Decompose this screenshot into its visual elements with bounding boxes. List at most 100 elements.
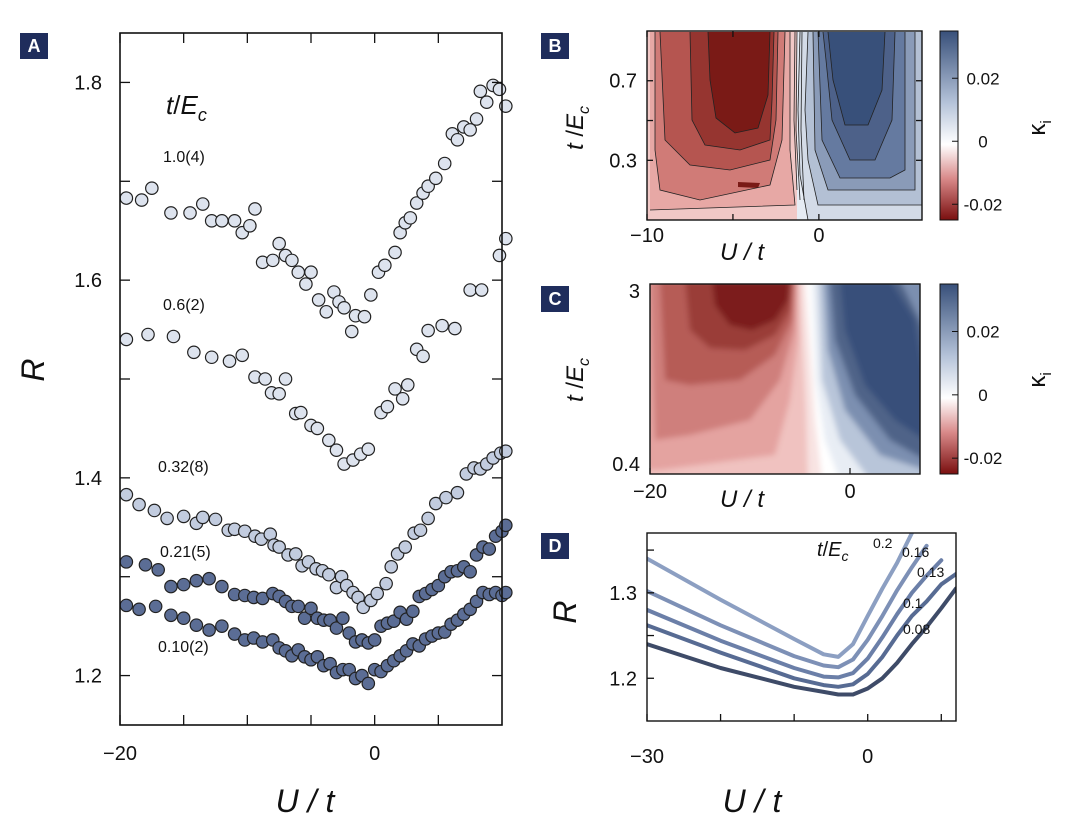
line-label-0-13: 0.13 <box>917 564 944 580</box>
data-point-series-2 <box>119 487 134 502</box>
data-point-series-0 <box>378 258 392 273</box>
panel-c-frame <box>649 283 921 475</box>
data-point-series-2 <box>450 485 465 500</box>
panel-label-a: A <box>20 33 48 59</box>
panel-b-colorbar-label: κi <box>1024 120 1055 135</box>
colorbar-tick-label: 0.02 <box>966 69 999 88</box>
data-point-series-2 <box>428 496 443 511</box>
x-tick-label: −30 <box>630 746 664 768</box>
data-point-series-4 <box>202 623 216 637</box>
data-point-series-0 <box>344 324 359 339</box>
panel-c-heatmap <box>650 284 920 474</box>
data-point-series-0 <box>215 214 229 228</box>
line-label-0-08: 0.08 <box>903 621 930 637</box>
x-tick-label: 0 <box>369 743 380 765</box>
data-point-series-0 <box>364 288 378 302</box>
data-point-series-2 <box>272 540 286 554</box>
panel-letter-box <box>541 533 569 559</box>
series-line-4 <box>647 586 956 697</box>
line-label-0-1: 0.1 <box>903 595 923 611</box>
panel-a-xlabel: U / t <box>276 783 336 819</box>
data-point-series-0 <box>195 197 210 211</box>
data-point-series-1 <box>294 405 308 420</box>
panel-a-frame <box>119 32 503 726</box>
panel-c-xlabel: U / t <box>720 486 765 513</box>
data-point-series-2 <box>322 567 336 582</box>
data-point-series-3 <box>291 599 306 614</box>
x-tick-label: −20 <box>103 743 137 765</box>
panel-b-frame <box>646 30 923 221</box>
data-point-series-0 <box>469 112 484 126</box>
data-point-series-0 <box>492 82 507 97</box>
series-line-0 <box>647 533 914 659</box>
data-point-series-4 <box>148 599 163 614</box>
data-point-series-1 <box>310 421 325 436</box>
data-point-series-1 <box>474 283 489 297</box>
data-point-series-2 <box>413 523 428 538</box>
panel-a-ylabel: R <box>15 358 51 381</box>
data-point-series-4 <box>361 676 376 691</box>
y-tick-label: 1.2 <box>74 666 102 688</box>
data-point-series-1 <box>187 345 201 360</box>
data-point-series-2 <box>160 511 174 526</box>
data-point-series-3 <box>215 579 229 594</box>
data-point-series-0 <box>285 253 299 268</box>
data-point-series-0 <box>243 218 257 233</box>
data-point-series-2 <box>384 560 399 574</box>
x-tick-label: 0 <box>813 225 824 247</box>
series-line-3 <box>647 572 956 689</box>
y-tick-label: 1.3 <box>609 583 637 605</box>
data-point-series-3 <box>463 564 477 579</box>
colorbar-tick-label: -0.02 <box>964 449 1003 468</box>
data-point-series-4 <box>132 602 146 617</box>
data-point-series-1 <box>204 350 219 365</box>
panel-letter: A <box>28 36 41 56</box>
data-point-series-0 <box>145 181 159 196</box>
x-tick-label: 0 <box>862 746 873 768</box>
data-point-series-0 <box>403 211 418 225</box>
data-point-series-4 <box>119 598 134 613</box>
data-point-series-3 <box>119 555 134 569</box>
x-tick-label: −20 <box>633 481 667 503</box>
series-label-0-32: 0.32(8) <box>158 459 209 476</box>
data-point-series-1 <box>272 387 286 401</box>
panel-c-ticks: −20 0 0.4 3 <box>612 281 855 503</box>
data-point-series-2 <box>147 503 162 518</box>
panel-c-colorbar <box>939 283 959 475</box>
panel-letter-box <box>20 33 48 59</box>
data-point-series-1 <box>278 372 293 386</box>
series-label-0-21: 0.21(5) <box>160 544 211 561</box>
data-point-series-0 <box>388 245 402 260</box>
data-point-series-1 <box>400 378 415 392</box>
panel-d-ylabel: R <box>547 600 583 623</box>
data-point-series-1 <box>258 372 272 386</box>
y-tick-label: 1.2 <box>609 668 637 690</box>
data-point-series-3 <box>336 611 350 626</box>
colorbar-tick-label: 0 <box>978 132 987 151</box>
data-point-series-4 <box>176 611 191 626</box>
data-point-series-1 <box>416 349 430 364</box>
panel-d-frame <box>646 532 957 722</box>
panel-a-marks <box>119 78 513 691</box>
panel-b-ticks: −10 0 0.3 0.7 <box>609 31 922 247</box>
panel-d-lines <box>647 533 956 697</box>
data-point-series-3 <box>482 542 497 556</box>
data-point-series-0 <box>319 304 334 319</box>
data-point-series-1 <box>119 332 134 347</box>
data-point-series-2 <box>132 497 146 512</box>
data-point-series-3 <box>151 562 165 577</box>
data-point-series-3 <box>164 579 178 594</box>
colorbar-tick-label: -0.02 <box>964 195 1003 214</box>
panel-d-ticks: −30 0 1.2 1.3 <box>609 549 942 768</box>
panel-b-xlabel: U / t <box>720 239 765 266</box>
x-tick-label: 0 <box>844 481 855 503</box>
data-point-series-0 <box>463 123 477 137</box>
data-point-series-1 <box>463 283 477 297</box>
data-point-series-0 <box>134 193 149 207</box>
y-tick-label: 0.4 <box>612 454 640 476</box>
series-label-1-0: 1.0(4) <box>163 149 205 166</box>
data-point-series-0 <box>409 196 424 210</box>
panel-d: −30 0 1.2 1.3 t/Ec 0.2 0.16 0.13 0.1 0.08 R… <box>547 532 957 819</box>
line-label-0-2: 0.2 <box>873 535 893 551</box>
